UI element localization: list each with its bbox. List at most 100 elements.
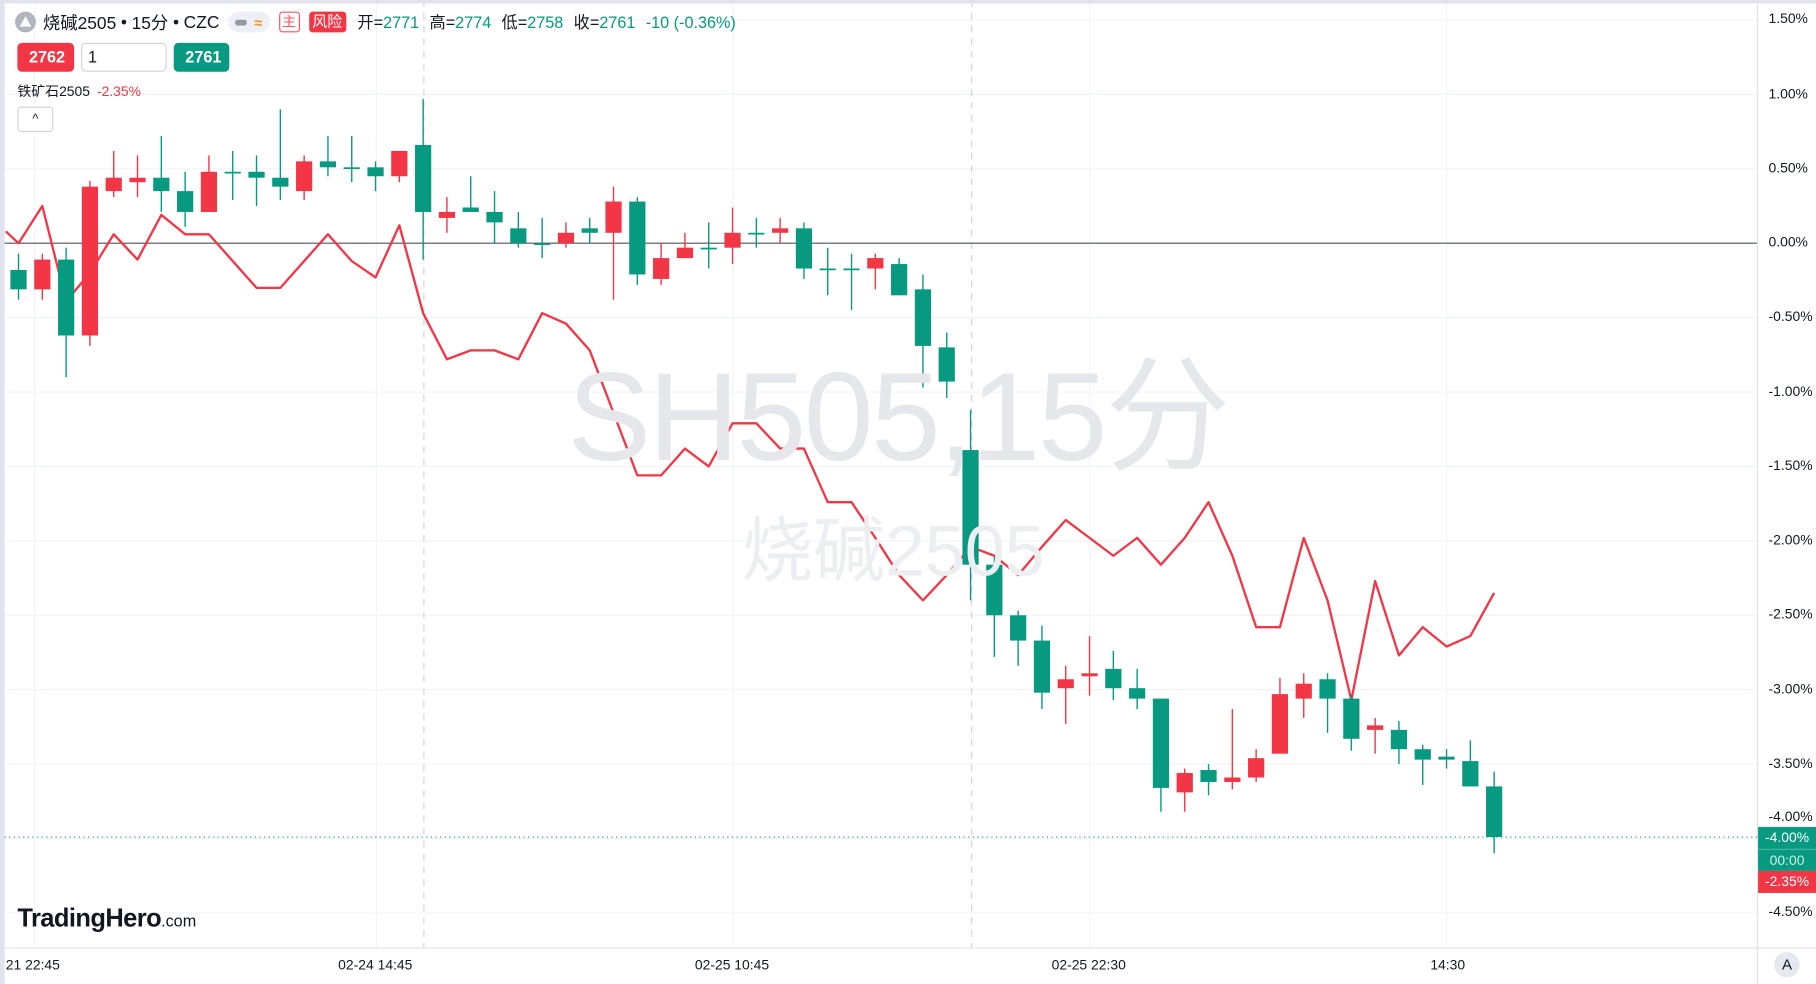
candle-down [748,232,765,235]
close-label: 收= [573,12,600,32]
close-value: 2761 [599,12,636,32]
compare-change: -2.35% [96,83,141,100]
time-axis-divider [0,947,1816,949]
tradinghero-logo: TradingHero.com [17,903,196,933]
candle-up [129,177,146,183]
candle-up [1271,694,1289,754]
time-axis-label: 21 22:45 [5,956,60,973]
collapse-legend-button[interactable]: ^ [17,106,54,133]
candle-down [510,228,527,244]
quantity-input[interactable]: 1 [81,42,167,72]
candle-down [1486,786,1503,838]
watermark-name: 烧碱2505 [741,511,1045,592]
candle-up [724,232,741,248]
logo-main: TradingHero [17,903,162,933]
candle-up [438,211,456,218]
candle-up [676,247,694,259]
candle-down [1319,679,1336,699]
candle-down [1200,770,1217,782]
exchange: CZC [183,12,220,32]
risk-badge[interactable]: 风险 [308,11,346,33]
candle-up [1295,683,1312,699]
symbol-logo-icon [15,11,36,33]
symbol-name[interactable]: 烧碱2505 [42,13,117,34]
high-value: 2774 [455,12,492,32]
candle-down [58,259,75,336]
visibility-toggle[interactable]: ≈ [228,11,270,33]
candle-down [843,268,860,271]
candle-down [1414,749,1431,760]
price-axis-label: -3.00% [1768,680,1813,697]
open-label: 开= [357,12,384,32]
chevron-up-icon: ^ [32,112,39,127]
sell-button[interactable]: 2762 [17,42,75,72]
compare-legend[interactable]: 铁矿石2505 -2.35% [17,81,141,101]
candle-down [248,171,265,178]
candle-down [224,171,241,174]
time-axis-label: 14:30 [1430,956,1466,973]
price-axis-label: -0.50% [1768,308,1813,325]
candle-up [1081,673,1098,677]
compare-symbol: 铁矿石2505 [17,83,90,100]
price-axis-label: -2.00% [1768,531,1813,548]
time-axis-label: 02-25 10:45 [694,956,770,973]
change-value: -10 (-0.36%) [645,12,736,32]
price-axis-label: 1.50% [1768,10,1808,27]
ohlc-values: 开=2771 高=2774 低=2758 收=2761 -10 (-0.36%) [357,10,741,33]
candle-down [891,264,908,296]
candle-down [534,243,551,245]
watermark-ticker: SH505,15分 [567,346,1230,487]
low-label: 低= [501,12,528,32]
price-axis-label: -4.50% [1768,903,1813,920]
auto-scale-button[interactable]: A [1774,952,1800,978]
separator: • [172,12,180,32]
candle-down [1105,668,1122,689]
current-price-tag: -4.00% [1758,826,1816,849]
price-axis-label: 0.50% [1768,159,1808,176]
candle-down [367,167,384,177]
candle-down [177,191,194,212]
candle-up [1176,773,1193,793]
candle-down [486,211,503,223]
candle-down [581,228,598,233]
candle-up [653,258,670,279]
candle-up [105,177,122,192]
high-label: 高= [429,12,456,32]
candle-down [272,177,289,187]
price-axis-divider [1756,0,1759,984]
candle-down [914,289,932,346]
candle-up [1057,679,1074,689]
approx-icon: ≈ [254,13,263,31]
main-contract-badge: 主 [278,11,300,33]
compare-series-line [4,204,1496,702]
candle-down [319,161,337,168]
candle-down [962,450,979,565]
price-axis-label: 0.00% [1768,233,1808,251]
buy-button[interactable]: 2761 [173,42,230,72]
candle-down [1129,688,1146,699]
separator: • [120,12,127,32]
candle-up [81,186,99,336]
candle-up [557,232,575,244]
candle-up [296,161,313,192]
interval[interactable]: 15分 [131,13,169,34]
candle-down [1462,761,1479,787]
top-border [0,0,1816,4]
candle-down [938,347,955,382]
candle-up [1248,758,1265,778]
price-axis-label: -4.00% [1768,808,1813,825]
compare-price-tag: -2.35% [1758,870,1816,893]
candle-down [795,228,813,269]
candle-down [1390,729,1408,750]
quick-trade: 2762 1 2761 [17,42,230,72]
price-axis-label: 1.00% [1768,85,1808,102]
candle-down [10,270,27,290]
price-axis-label: -2.50% [1768,606,1813,623]
candle-up [34,259,51,290]
candle-up [1224,777,1241,782]
candle-down [462,207,479,212]
candle-up [867,258,884,269]
candle-up [391,150,408,177]
